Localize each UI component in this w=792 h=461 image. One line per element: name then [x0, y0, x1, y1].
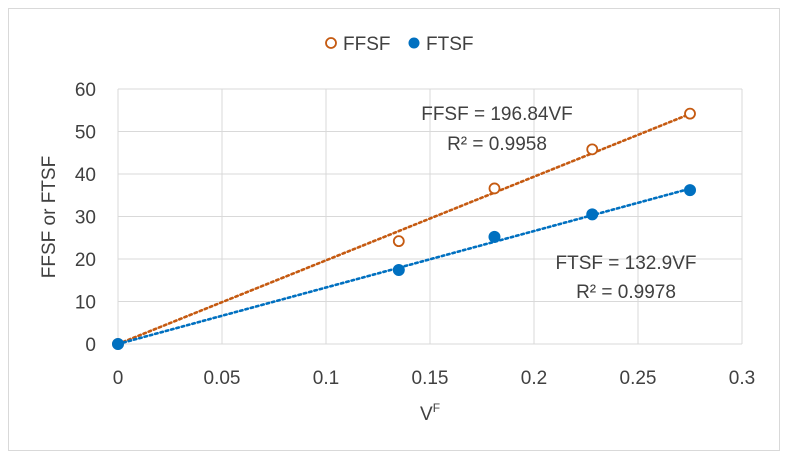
- y-tick-label: 20: [75, 250, 96, 271]
- y-tick-label: 40: [75, 165, 96, 186]
- ftsf-r2: R² = 0.9978: [576, 282, 676, 303]
- y-tick-label: 50: [75, 123, 96, 144]
- legend-ffsf-marker: [325, 37, 337, 49]
- legend-ftsf-marker: [408, 37, 420, 49]
- trendlines: [116, 112, 692, 346]
- point-ffsf: [684, 107, 696, 120]
- point-ffsf: [586, 143, 599, 156]
- x-axis-title-superscript: F: [433, 401, 440, 415]
- x-tick-label: 0: [113, 368, 124, 389]
- x-tick-label: 0.15: [412, 368, 449, 389]
- chart-frame: [8, 8, 780, 451]
- y-tick-label: 0: [85, 335, 96, 356]
- ffsf-equation: FFSF = 196.84VF: [421, 104, 573, 125]
- data-points: [112, 107, 696, 350]
- y-tick-label: 10: [75, 293, 96, 314]
- y-axis-title: FFSF or FTSF: [39, 156, 60, 278]
- ftsf-equation: FTSF = 132.9VF: [556, 253, 697, 274]
- y-tick-label: 30: [75, 208, 96, 229]
- ffsf-r2: R² = 0.9958: [447, 134, 547, 155]
- point-ffsf: [392, 235, 405, 248]
- x-tick-label: 0.05: [204, 368, 241, 389]
- point-ftsf: [684, 184, 696, 197]
- x-tick-label: 0.25: [620, 368, 657, 389]
- point-ffsf: [488, 182, 501, 195]
- x-tick-label: 0.3: [729, 368, 755, 389]
- tick-labels: 0 10 20 30 40 50 60 0 0.05 0.1 0.15 0.2 0.25 0.3: [75, 80, 755, 389]
- point-ftsf: [586, 208, 599, 221]
- x-axis-title-main: V: [420, 404, 433, 425]
- x-tick-label: 0.1: [313, 368, 339, 389]
- x-tick-label: 0.2: [521, 368, 547, 389]
- trendline-ffsf: [116, 112, 692, 346]
- point-ftsf: [488, 230, 501, 243]
- legend-ffsf-label: FFSF: [343, 34, 391, 55]
- point-ftsf: [392, 264, 405, 277]
- point-ftsf: [112, 338, 124, 350]
- legend-ftsf-label: FTSF: [426, 34, 474, 55]
- y-tick-label: 60: [75, 80, 96, 101]
- legend: FFSF FTSF: [325, 34, 474, 55]
- x-axis-title: VF: [420, 401, 440, 425]
